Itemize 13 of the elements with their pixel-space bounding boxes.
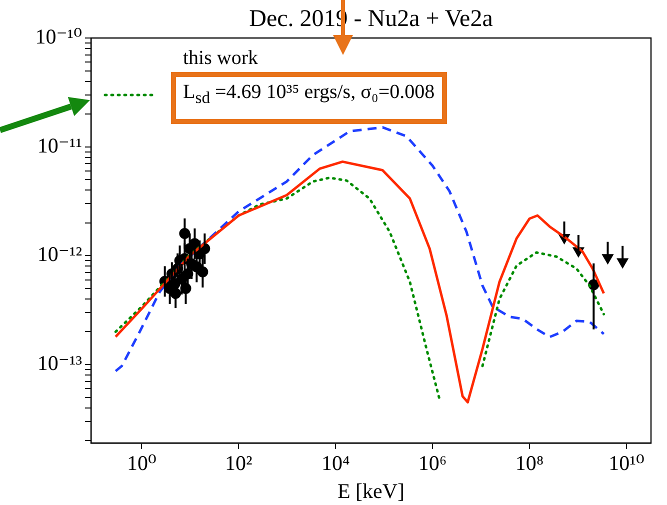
y-tick-label: 10⁻¹² [37, 242, 82, 266]
y-tick-label: 10⁻¹³ [37, 351, 82, 376]
x-tick-label: 10⁸ [515, 451, 544, 476]
x-tick-label: 10² [225, 451, 252, 476]
x-tick-label: 10⁰ [126, 451, 156, 476]
x-tick-label: 10¹⁰ [608, 451, 644, 476]
x-tick-label: 10⁴ [321, 451, 350, 476]
annotation: this work [182, 46, 259, 70]
y-tick-label: 10⁻¹⁰ [35, 24, 82, 49]
legend-label: L$_{sd}$ =4.69 10³⁵ ergs/s, σ₀=0.008 [183, 80, 435, 109]
x-axis-title: E [keV] [337, 478, 405, 503]
x-tick-label: 10⁶ [418, 451, 447, 476]
y-tick-label: 10⁻¹¹ [37, 133, 82, 158]
